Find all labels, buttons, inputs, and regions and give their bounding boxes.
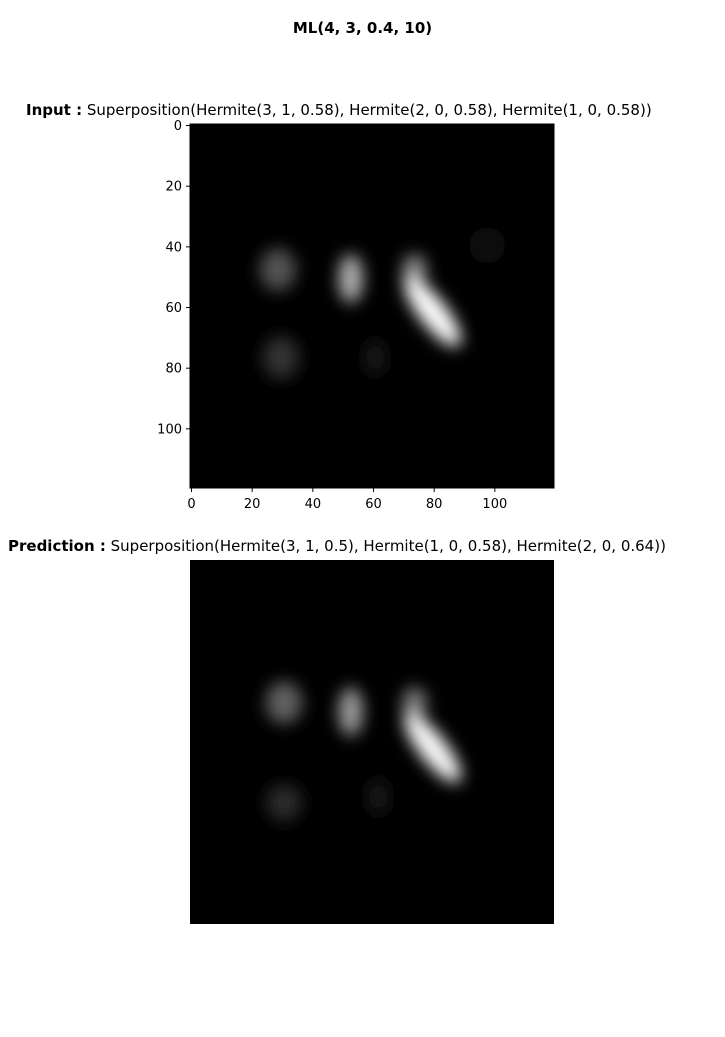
prediction-intensity-lobe bbox=[265, 784, 303, 821]
y-tick-label: 60 bbox=[165, 301, 182, 316]
input-title-text: Superposition(Hermite(3, 1, 0.58), Hermi… bbox=[86, 101, 652, 119]
input-intensity-lobe bbox=[262, 336, 300, 379]
prediction-title-label: Prediction : bbox=[8, 537, 106, 555]
x-tick-label: 40 bbox=[305, 497, 322, 512]
input-intensity-lobe bbox=[338, 254, 363, 303]
prediction-background bbox=[190, 560, 554, 924]
y-tick-label: 20 bbox=[165, 180, 182, 195]
input-intensity-lobe bbox=[365, 339, 385, 376]
input-title-label: Input : bbox=[26, 101, 83, 119]
x-tick-label: 80 bbox=[426, 497, 443, 512]
input-heatmap bbox=[190, 124, 554, 488]
x-tick-label: 0 bbox=[187, 497, 195, 512]
prediction-intensity-lobe bbox=[338, 687, 363, 736]
prediction-intensity-lobe bbox=[402, 687, 427, 718]
x-tick-label: 100 bbox=[482, 497, 507, 512]
prediction-heatmap bbox=[190, 560, 554, 924]
y-tick-label: 0 bbox=[174, 119, 182, 134]
y-tick-label: 100 bbox=[157, 422, 182, 437]
prediction-intensity-lobe bbox=[404, 713, 461, 783]
input-intensity-lobe bbox=[469, 227, 506, 264]
input-background bbox=[190, 124, 554, 488]
input-image bbox=[190, 124, 554, 488]
prediction-title-text: Superposition(Hermite(3, 1, 0.5), Hermit… bbox=[110, 537, 666, 555]
x-tick-label: 60 bbox=[365, 497, 382, 512]
figure-title: ML(4, 3, 0.4, 10) bbox=[292, 19, 433, 37]
prediction-intensity-lobe bbox=[368, 778, 388, 815]
prediction-intensity-lobe bbox=[265, 681, 303, 724]
x-tick-label: 20 bbox=[244, 497, 261, 512]
y-tick-label: 80 bbox=[165, 362, 182, 377]
prediction-subplot-title: Prediction : Superposition(Hermite(3, 1,… bbox=[8, 537, 666, 555]
input-intensity-lobe bbox=[259, 248, 297, 291]
prediction-image bbox=[190, 560, 554, 924]
y-tick-label: 40 bbox=[165, 240, 182, 255]
input-subplot-title: Input : Superposition(Hermite(3, 1, 0.58… bbox=[26, 101, 652, 119]
